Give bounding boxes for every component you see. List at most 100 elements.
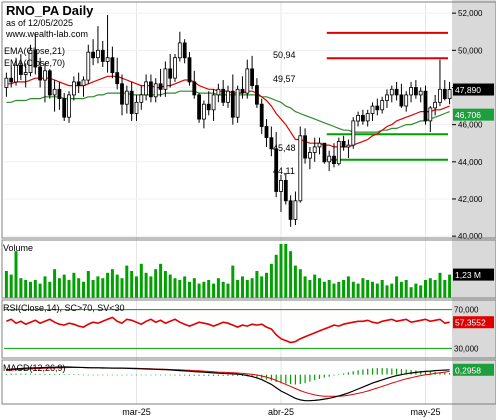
pane-frame-0 [1, 1, 496, 239]
price-tick-label-6: 52,000 [458, 9, 483, 18]
price-tick-label-5: 50,000 [458, 46, 483, 55]
macd-hist-6 [34, 373, 36, 375]
volume-bar-30 [149, 276, 153, 298]
last-price-tag: 47,890 [455, 85, 481, 95]
candle-13 [67, 91, 71, 123]
volume-tag: 1,23 M [455, 270, 481, 280]
macd-hist-20 [102, 374, 104, 376]
macd-hist-21 [107, 374, 109, 376]
candle-24 [120, 74, 124, 116]
volume-bar-28 [139, 263, 143, 298]
candle-76 [370, 102, 375, 121]
ema21-legend: EMA(Close,21) [4, 46, 66, 56]
macd-hist-1 [10, 373, 12, 375]
candle-body-51 [250, 68, 255, 87]
volume-bar-44 [216, 278, 220, 298]
candle-52 [254, 78, 259, 108]
volume-bar-15 [77, 278, 81, 298]
macd-hist-84 [410, 369, 412, 375]
macd-hist-31 [155, 374, 157, 376]
macd-hist-17 [87, 374, 89, 376]
volume-tag-bg [453, 268, 494, 281]
candle-body-7 [38, 66, 42, 81]
candle-61 [298, 126, 303, 203]
macd-hist-90 [439, 372, 441, 375]
candle-71 [346, 139, 351, 159]
candle-body-39 [192, 81, 197, 96]
volume-bar-67 [327, 280, 331, 298]
price-tick-label-0: 40,000 [458, 232, 483, 241]
candle-body-38 [187, 57, 192, 83]
x-label-may-25: may-25 [410, 407, 440, 417]
volume-bar-69 [337, 281, 341, 298]
volume-bar-51 [250, 278, 254, 298]
volume-bar-82 [399, 281, 403, 298]
candle-31 [153, 78, 158, 103]
macd-tag: 0,2958 [455, 365, 481, 375]
candle-32 [158, 68, 163, 97]
volume-bar-4 [24, 280, 28, 298]
candle-62 [303, 128, 308, 164]
volume-bar-59 [289, 251, 293, 298]
candle-body-13 [67, 94, 71, 118]
volume-bar-50 [245, 280, 249, 298]
pane-frame-2 [1, 299, 496, 359]
macd-hist-76 [371, 368, 374, 375]
volume-bar-75 [366, 280, 370, 298]
candle-body-83 [404, 94, 409, 107]
axis-background [452, 0, 496, 420]
x-label-mar-25: mar-25 [122, 407, 151, 417]
ema70-tag-bg [453, 108, 494, 121]
macd-hist-60 [294, 374, 296, 385]
candle-91 [442, 80, 447, 101]
candle-body-75 [365, 113, 370, 122]
volume-bar-18 [91, 280, 95, 298]
candle-22 [110, 46, 115, 79]
macd-hist-18 [92, 374, 94, 376]
candle-11 [57, 81, 62, 110]
candle-25 [124, 85, 129, 114]
candle-body-37 [182, 42, 187, 59]
rsi-tick-label-1: 30,000 [454, 344, 479, 353]
macd-hist-52 [256, 374, 258, 378]
volume-bar-0 [4, 271, 8, 298]
macd-hist-65 [318, 374, 321, 379]
macd-hist-66 [323, 374, 325, 378]
macd-hist-28 [140, 374, 142, 376]
candle-body-17 [86, 51, 91, 81]
candle-body-80 [389, 88, 394, 96]
candle-body-19 [96, 49, 100, 59]
macd-hist-25 [126, 374, 128, 376]
volume-bar-61 [298, 269, 302, 298]
volume-bar-72 [351, 281, 355, 298]
candle-body-1 [9, 77, 14, 83]
candle-68 [332, 143, 336, 168]
macd-hist-91 [444, 372, 446, 375]
candle-body-86 [418, 90, 423, 96]
volume-bar-39 [192, 278, 196, 298]
candle-28 [139, 85, 144, 110]
candle-body-23 [115, 72, 120, 85]
candle-body-14 [72, 81, 76, 96]
candle-21 [105, 15, 110, 73]
candle-80 [389, 85, 394, 103]
candle-body-76 [370, 105, 375, 114]
candle-33 [163, 61, 168, 97]
candle-67 [327, 150, 332, 172]
candle-60 [293, 191, 298, 225]
volume-bar-48 [236, 280, 240, 298]
volume-bar-26 [130, 271, 134, 298]
macd-hist-78 [381, 368, 383, 375]
candle-89 [433, 94, 438, 116]
macd-hist-5 [29, 373, 32, 375]
pane-frames [1, 1, 496, 405]
candle-81 [394, 81, 399, 101]
macd-hist-72 [352, 371, 354, 375]
macd-hist-68 [333, 374, 335, 376]
candle-50 [245, 59, 250, 99]
macd-hist-15 [78, 374, 80, 376]
volume-bar-36 [178, 280, 182, 298]
volume-bar-88 [428, 278, 432, 298]
candle-12 [62, 93, 67, 121]
candle-body-74 [360, 115, 365, 122]
